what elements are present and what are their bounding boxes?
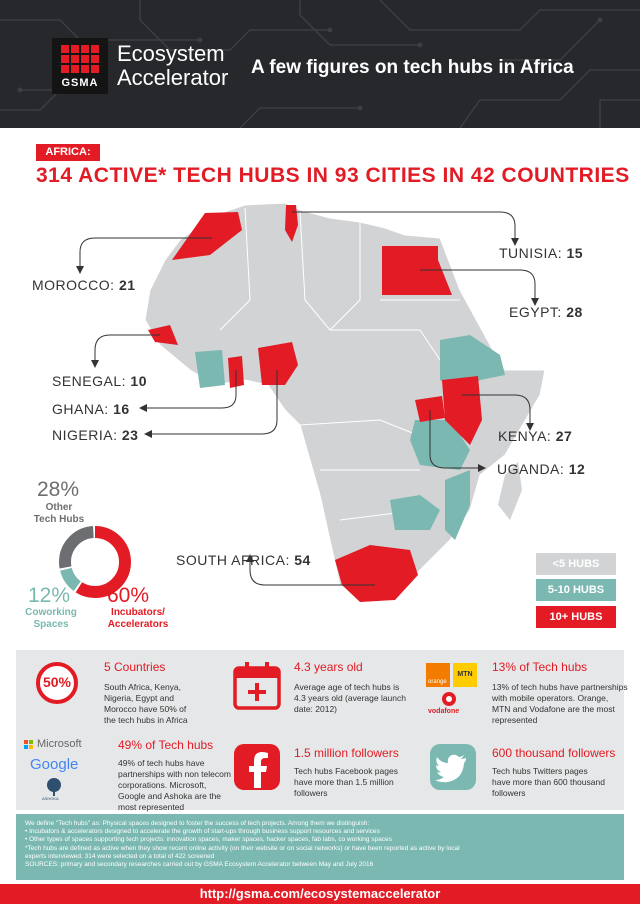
country-label-nigeria: NIGERIA: 23	[52, 427, 139, 443]
ashoka-tree-icon	[47, 778, 61, 796]
incubators-label: Incubators/Accelerators	[107, 607, 169, 630]
headline: 314 ACTIVE* TECH HUBS IN 93 CITIES IN 42…	[36, 164, 630, 188]
facebook-icon	[234, 744, 280, 790]
country-label-south-africa: SOUTH AFRICA: 54	[176, 552, 311, 568]
nigeria-shape	[258, 342, 298, 385]
mozambique-shape	[445, 470, 470, 540]
microsoft-logo: Microsoft	[24, 738, 94, 752]
donut-segment-other	[59, 526, 131, 598]
website-link[interactable]: http://gsma.com/ecosystemaccelerator	[0, 884, 640, 904]
country-label-morocco: MOROCCO: 21	[32, 277, 136, 293]
header-banner: GSMA Ecosystem Accelerator A few figures…	[0, 0, 640, 128]
stat-twitter: 600 thousand followers Tech hubs Twitter…	[428, 742, 615, 798]
stat-title: 5 Countries	[104, 660, 166, 674]
africa-map	[76, 202, 546, 602]
ivory-coast-shape	[195, 350, 225, 388]
coworking-pct: 12%	[28, 584, 71, 607]
vodafone-logo: vodafone	[428, 708, 460, 715]
zambia-shape	[390, 495, 440, 530]
page-title: A few figures on tech hubs in Africa	[251, 57, 574, 78]
senegal-shape	[148, 325, 178, 345]
hub-count: 314	[36, 164, 73, 187]
footnote-line: experts interviewed. 314 were selected o…	[25, 852, 215, 860]
morocco-shape	[172, 212, 242, 260]
gsma-logo: GSMA	[52, 38, 108, 94]
country-label-uganda: UGANDA: 12	[497, 461, 586, 477]
ashoka-logo: ASHOKA	[42, 796, 59, 801]
legend-5-10: 5-10 HUBS	[536, 579, 616, 601]
twitter-icon	[430, 744, 476, 790]
stat-five-countries: 50% 5 Countries South Africa, Kenya, Nige…	[34, 660, 188, 725]
stat-desc: Average age of tech hubs is 4.3 years old…	[294, 682, 406, 714]
footnotes: We define "Tech hubs" as: Physical space…	[16, 814, 624, 880]
stat-desc: 49% of tech hubs have partnerships with n…	[118, 758, 231, 812]
other-label: Other Tech Hubs	[33, 502, 85, 525]
leader-lines	[79, 211, 536, 586]
fifty-percent-ring	[36, 662, 78, 704]
incubators-pct: 60%	[107, 584, 150, 607]
stat-title: 49% of Tech hubs	[118, 738, 214, 752]
other-pct: 28%	[37, 478, 80, 501]
fifty-percent-badge: 50%	[42, 674, 72, 690]
donut-segment-incubators	[59, 526, 131, 598]
footnote-line: We define "Tech hubs" as: Physical space…	[25, 820, 370, 827]
country-label-ghana: GHANA: 16	[52, 401, 130, 417]
brand-name: Ecosystem Accelerator	[117, 41, 229, 90]
stat-title: 1.5 million followers	[294, 746, 399, 760]
legend-10-plus: 10+ HUBS	[536, 606, 616, 628]
footnote-line: SOURCES: primary and secondary researche…	[25, 861, 374, 869]
footnote-line: • Incubators & accelerators designed to …	[25, 828, 380, 836]
logo-dot-grid	[61, 45, 99, 73]
footnote-line: *Tech hubs are defined as active when th…	[25, 844, 460, 852]
country-label-egypt: EGYPT: 28	[509, 304, 583, 320]
hub-type-donut	[59, 526, 131, 598]
stat-desc: Tech hubs Twitters pages have more than 6…	[492, 766, 605, 798]
calendar-icon	[233, 662, 281, 710]
google-logo: Google	[30, 756, 79, 773]
circuit-background	[0, 0, 640, 128]
mtn-logo: MTN	[453, 663, 477, 687]
south-africa-shape	[335, 545, 418, 602]
headline-text: ACTIVE* TECH HUBS IN 93 CITIES IN 42 COU…	[78, 164, 630, 187]
stat-desc: Tech hubs Facebook pages have more than 1…	[294, 766, 398, 798]
tanzania-shape	[410, 420, 470, 470]
stat-facebook: 1.5 million followers Tech hubs Facebook…	[232, 742, 399, 798]
africa-landmass	[144, 202, 546, 601]
stat-desc: South Africa, Kenya, Nigeria, Egypt and Mo…	[104, 682, 188, 725]
madagascar	[498, 462, 522, 520]
country-label-kenya: KENYA: 27	[498, 428, 573, 444]
footnote-line: • Other types of spaces supporting tech …	[25, 836, 392, 844]
egypt-shape	[382, 246, 452, 295]
stat-title: 600 thousand followers	[492, 746, 616, 760]
country-label-senegal: SENEGAL: 10	[52, 373, 147, 389]
stat-age: 4.3 years old Average age of tech hubs i…	[232, 660, 406, 717]
coworking-label: Coworking Spaces	[25, 607, 77, 630]
stats-panel: 50% 5 Countries South Africa, Kenya, Nige…	[16, 650, 628, 812]
region-tag: AFRICA:	[36, 144, 100, 161]
stat-desc: 13% of tech hubs have partnerships with m…	[492, 682, 628, 725]
stat-title: 4.3 years old	[294, 660, 363, 674]
logo-text: GSMA	[61, 77, 99, 89]
stat-title: 13% of Tech hubs	[492, 660, 588, 674]
vodafone-icon	[442, 692, 456, 706]
country-label-tunisia: TUNISIA: 15	[499, 245, 584, 261]
legend-under-5: <5 HUBS	[536, 553, 616, 575]
uganda-shape	[415, 396, 445, 422]
kenya-shape	[442, 376, 482, 445]
red-countries	[148, 205, 482, 602]
orange-logo: orange	[426, 663, 450, 687]
tunisia-shape	[285, 205, 298, 242]
